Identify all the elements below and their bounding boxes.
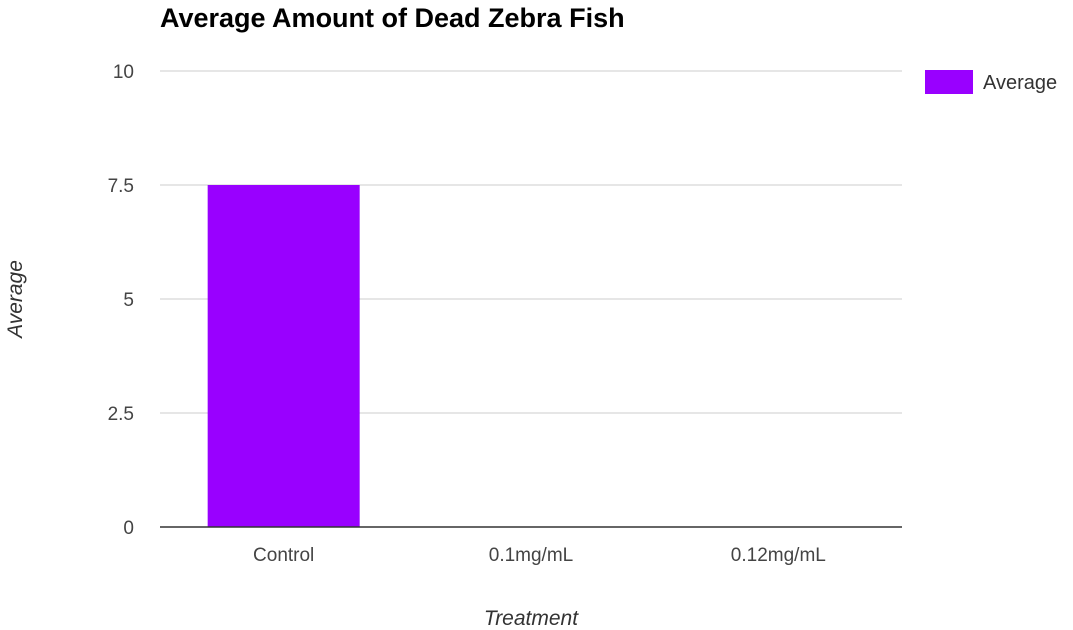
- chart-title: Average Amount of Dead Zebra Fish: [160, 3, 625, 33]
- x-tick-label: 0.1mg/mL: [489, 545, 573, 566]
- y-tick-label: 10: [113, 62, 134, 83]
- x-tick-label: 0.12mg/mL: [731, 545, 826, 566]
- y-tick-label: 7.5: [108, 176, 134, 197]
- y-tick-label: 5: [123, 290, 134, 311]
- legend-label: Average: [983, 72, 1057, 94]
- y-tick-label: 2.5: [108, 404, 134, 425]
- x-tick-label: Control: [253, 545, 314, 566]
- bars: [207, 185, 360, 527]
- x-axis-label: Treatment: [484, 607, 579, 630]
- legend-swatch: [925, 70, 973, 94]
- legend: Average: [925, 70, 1057, 94]
- bar: [207, 185, 360, 527]
- x-axis-ticks: Control 0.1mg/mL 0.12mg/mL: [253, 545, 826, 566]
- y-tick-label: 0: [123, 518, 134, 539]
- y-axis-ticks: 0 2.5 5 7.5 10: [108, 62, 134, 539]
- y-axis-label: Average: [4, 260, 27, 340]
